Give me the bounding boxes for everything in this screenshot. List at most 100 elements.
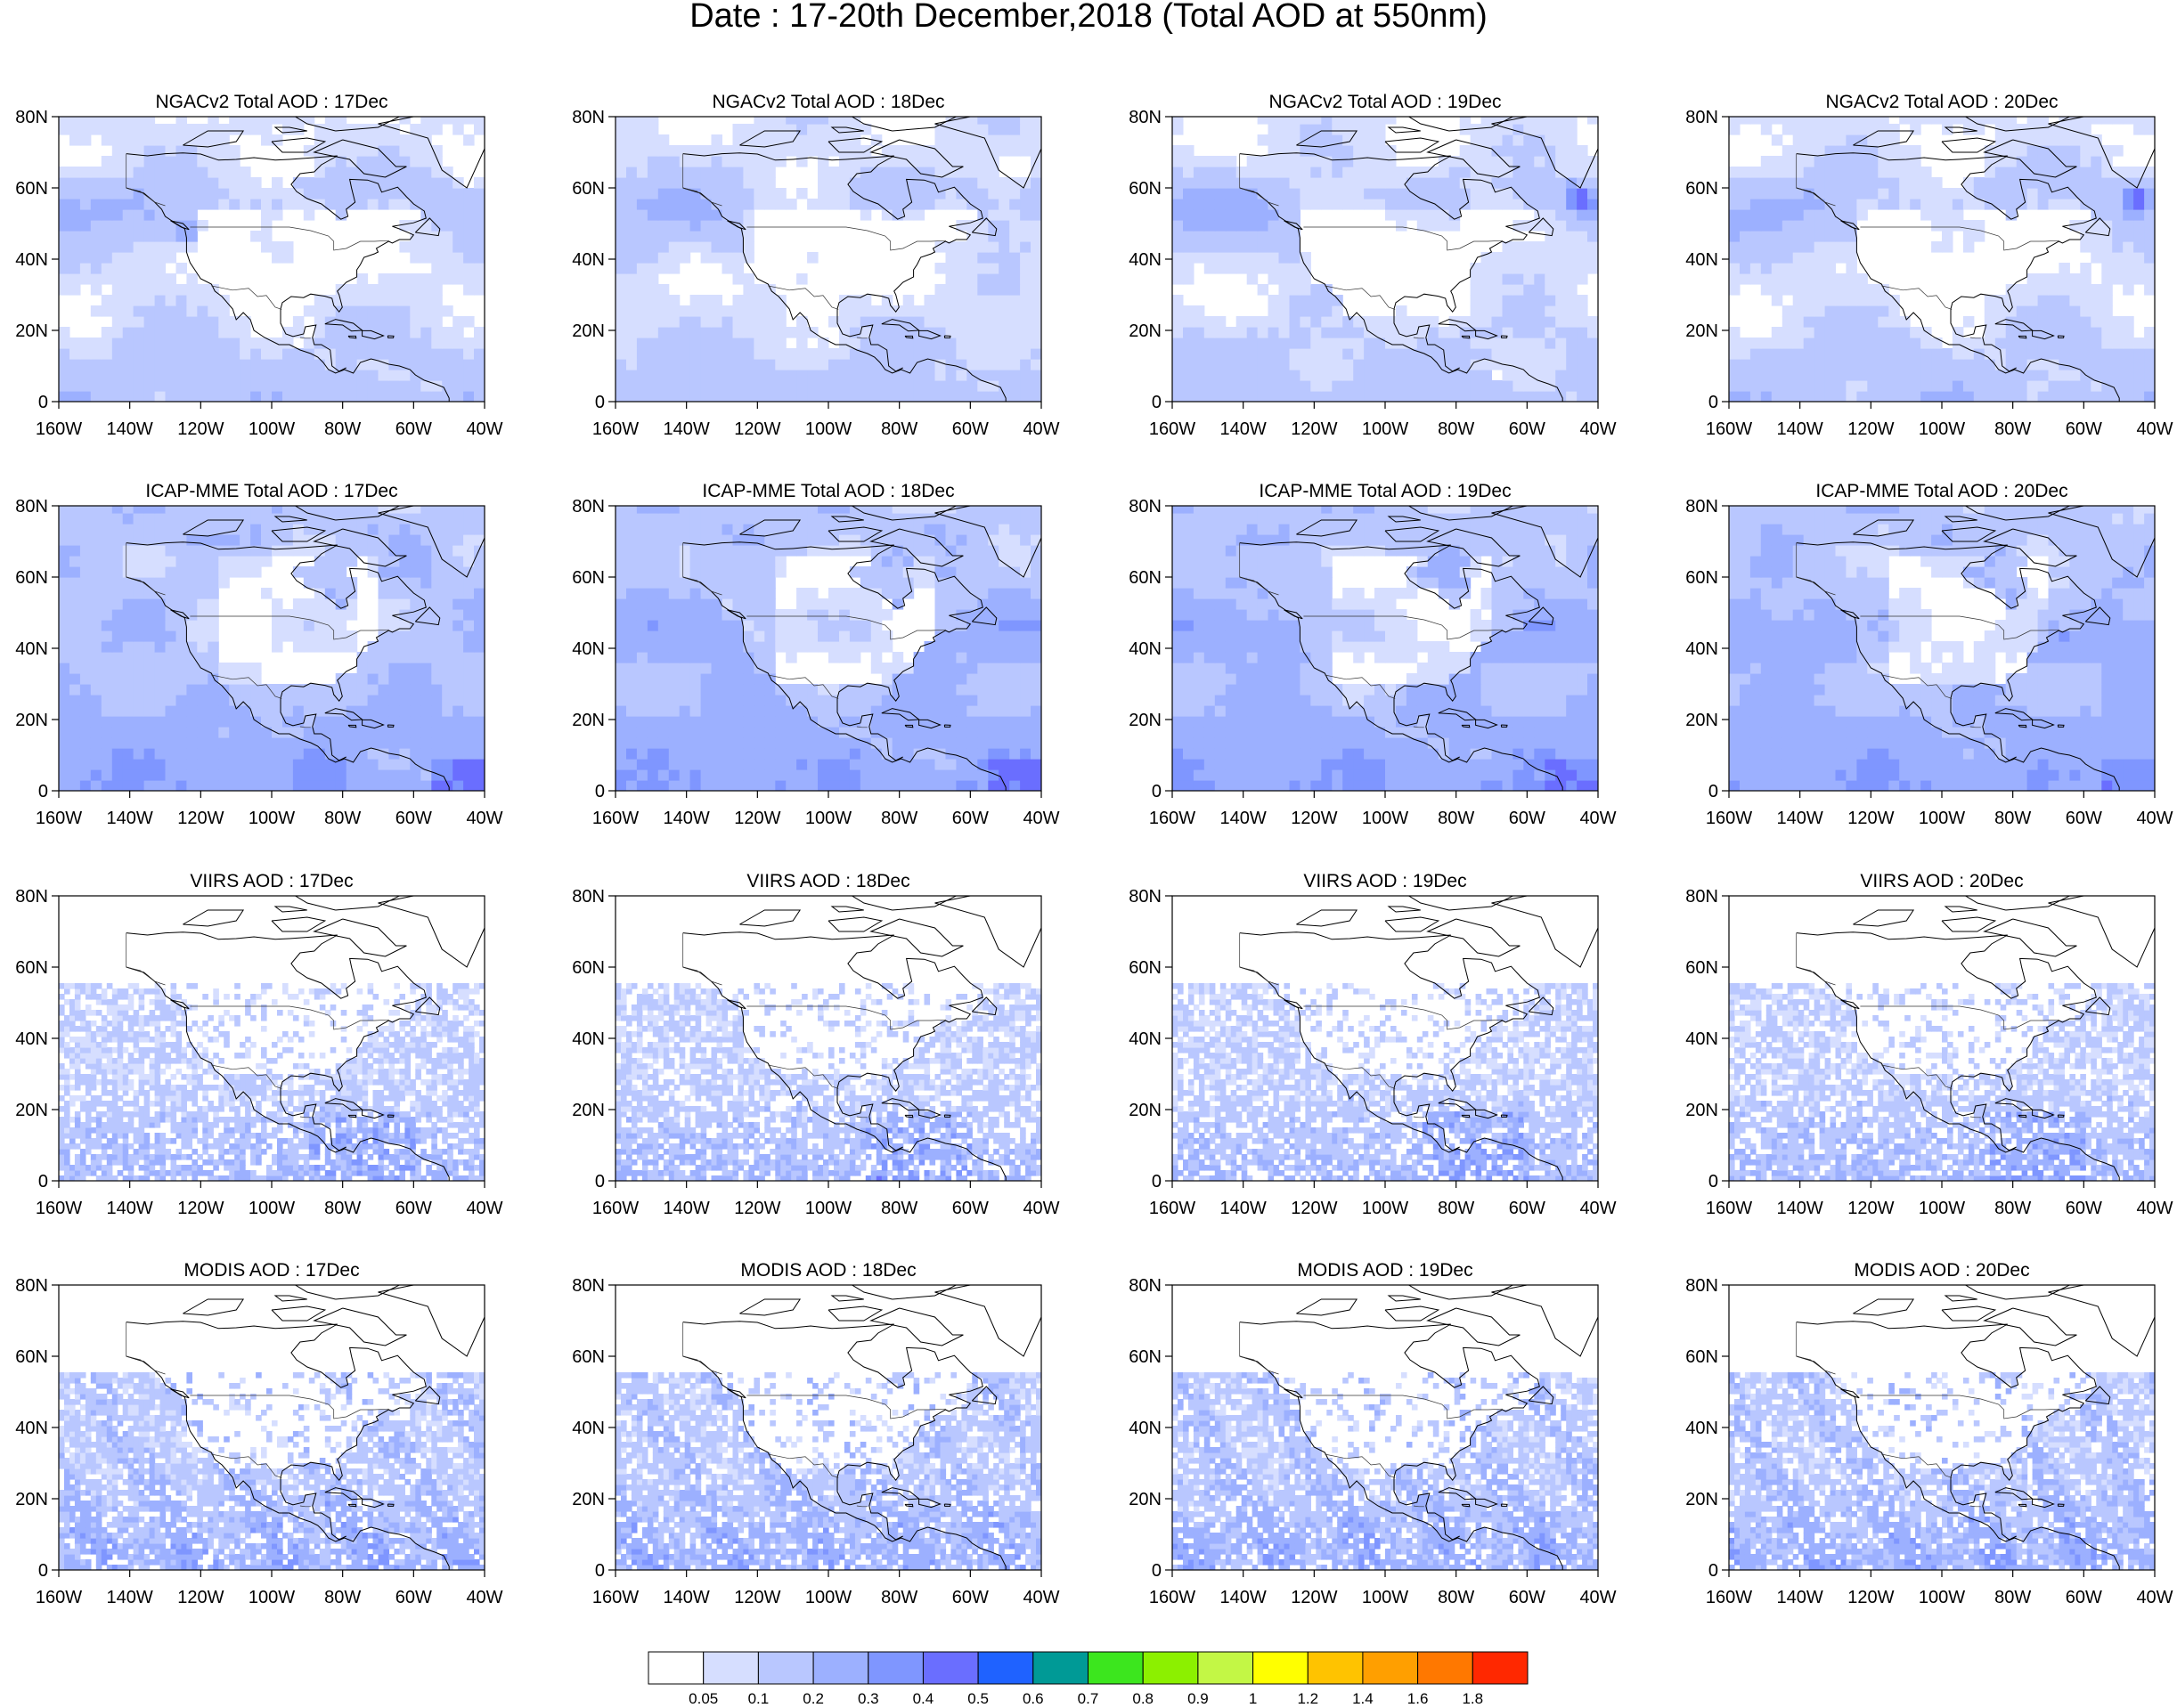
lon-tick-label: 120W [177, 809, 224, 828]
lat-tick-label: 40N [1129, 639, 1162, 659]
lon-tick-label: 120W [1847, 809, 1894, 828]
lat-tick-label: 20N [572, 711, 605, 730]
panel-title: MODIS AOD : 19Dec [1297, 1260, 1472, 1281]
aod-field [1729, 506, 2155, 791]
lon-tick-label: 100W [249, 1588, 295, 1607]
colorbar: 0.05 0.1 0.2 0.3 0.4 0.5 0.6 0.7 0.8 0.9 1 1.2 1.4 1.… [648, 1651, 1529, 1707]
lat-tick-label: 20N [572, 1101, 605, 1120]
lat-tick-label: 80N [15, 887, 48, 907]
aod-field [59, 117, 485, 402]
lon-tick-label: 60W [395, 1199, 432, 1218]
lat-tick-label: 20N [572, 321, 605, 341]
lon-tick-label: 120W [1847, 419, 1894, 439]
colorbar-swatch [648, 1651, 705, 1685]
lat-tick-label: 60N [572, 1347, 605, 1367]
lat-tick-label: 0 [1152, 1561, 1162, 1581]
lon-tick-label: 100W [805, 1199, 852, 1218]
aod-field [59, 983, 485, 1181]
lon-tick-label: 40W [466, 419, 502, 439]
lat-tick-label: 60N [15, 179, 48, 199]
lat-tick-label: 80N [572, 108, 605, 127]
colorbar-swatch [1142, 1651, 1199, 1685]
map-panel: VIIRS AOD : 20Dec 80N 60N 40N 20N 0 160W 140W 12… [1685, 871, 2173, 1218]
lat-tick-label: 0 [1152, 782, 1162, 801]
lon-tick-label: 160W [592, 809, 639, 828]
lon-tick-label: 40W [1023, 809, 1059, 828]
lat-tick-label: 60N [1129, 1347, 1162, 1367]
aod-field [616, 506, 1041, 791]
lat-tick-label: 0 [1152, 1172, 1162, 1192]
lat-tick-label: 0 [38, 1561, 48, 1581]
lon-tick-label: 160W [1706, 809, 1752, 828]
colorbar-swatch [977, 1651, 1034, 1685]
lon-tick-label: 160W [36, 809, 82, 828]
lon-tick-label: 140W [1220, 1199, 1267, 1218]
lat-tick-label: 0 [38, 1172, 48, 1192]
colorbar-swatch [1362, 1651, 1419, 1685]
map-panel: MODIS AOD : 17Dec 80N 60N 40N 20N 0 160W 140W 12… [15, 1260, 502, 1607]
panel-title: MODIS AOD : 20Dec [1854, 1260, 2029, 1281]
coastline [682, 117, 1041, 402]
lat-tick-label: 80N [1129, 108, 1162, 127]
lon-tick-label: 120W [177, 1588, 224, 1607]
panel-title: VIIRS AOD : 19Dec [1303, 871, 1466, 891]
lon-tick-label: 40W [1579, 809, 1616, 828]
lon-tick-label: 160W [592, 419, 639, 439]
lon-tick-label: 100W [1362, 809, 1408, 828]
aod-field [616, 1372, 1041, 1570]
lon-tick-label: 140W [1220, 1588, 1267, 1607]
lat-tick-label: 20N [15, 321, 48, 341]
lat-tick-label: 40N [15, 250, 48, 270]
lat-tick-label: 20N [15, 1101, 48, 1120]
colorbar-label: 0.9 [1187, 1690, 1209, 1707]
lon-tick-label: 40W [2136, 1199, 2173, 1218]
lat-tick-label: 20N [1129, 1490, 1162, 1509]
map-panel: NGACv2 Total AOD : 20Dec 80N 60N 40N 20N 0 160… [1685, 92, 2173, 439]
lon-tick-label: 40W [1579, 1588, 1616, 1607]
colorbar-swatch [1417, 1651, 1473, 1685]
lon-tick-label: 140W [107, 419, 153, 439]
panel-title: VIIRS AOD : 20Dec [1860, 871, 2023, 891]
lat-tick-label: 40N [1685, 1419, 1718, 1438]
lat-tick-label: 0 [1708, 1172, 1718, 1192]
lat-tick-label: 40N [1685, 639, 1718, 659]
lat-tick-label: 80N [572, 1276, 605, 1296]
aod-field [1729, 1372, 2155, 1570]
lon-tick-label: 140W [1220, 809, 1267, 828]
panel-title: NGACv2 Total AOD : 17Dec [155, 92, 387, 112]
panel-title: VIIRS AOD : 17Dec [190, 871, 353, 891]
aod-field [1172, 506, 1598, 791]
panel-title: MODIS AOD : 18Dec [740, 1260, 916, 1281]
lon-tick-label: 80W [881, 419, 917, 439]
lat-tick-label: 40N [15, 639, 48, 659]
lon-tick-label: 100W [805, 1588, 852, 1607]
lon-tick-label: 60W [1509, 419, 1545, 439]
lon-tick-label: 80W [881, 809, 917, 828]
lon-tick-label: 140W [1777, 1588, 1823, 1607]
colorbar-swatch [703, 1651, 759, 1685]
lon-tick-label: 60W [395, 1588, 432, 1607]
colorbar-swatch [812, 1651, 869, 1685]
colorbar-label: 1.6 [1407, 1690, 1429, 1707]
map-panel: VIIRS AOD : 18Dec 80N 60N 40N 20N 0 160W 140W 12… [572, 871, 1059, 1218]
lon-tick-label: 80W [324, 419, 361, 439]
colorbar-label: 0.6 [1023, 1690, 1044, 1707]
coastline [1796, 896, 2155, 1181]
lon-tick-label: 80W [1994, 1588, 2031, 1607]
colorbar-label: 1.4 [1352, 1690, 1374, 1707]
colorbar-label: 1.8 [1462, 1690, 1483, 1707]
panel-title: ICAP-MME Total AOD : 19Dec [1259, 481, 1511, 501]
lon-tick-label: 120W [734, 809, 780, 828]
lat-tick-label: 0 [38, 393, 48, 412]
lon-tick-label: 100W [1919, 1588, 1965, 1607]
lon-tick-label: 60W [2066, 809, 2102, 828]
lat-tick-label: 0 [595, 782, 605, 801]
colorbar-swatch [1307, 1651, 1364, 1685]
lon-tick-label: 140W [1777, 1199, 1823, 1218]
map-panel: MODIS AOD : 19Dec 80N 60N 40N 20N 0 160W 140W 12… [1129, 1260, 1616, 1607]
map-panel: VIIRS AOD : 19Dec 80N 60N 40N 20N 0 160W 140W 12… [1129, 871, 1616, 1218]
lon-tick-label: 100W [249, 419, 295, 439]
coastline [126, 506, 485, 791]
lon-tick-label: 60W [1509, 1199, 1545, 1218]
